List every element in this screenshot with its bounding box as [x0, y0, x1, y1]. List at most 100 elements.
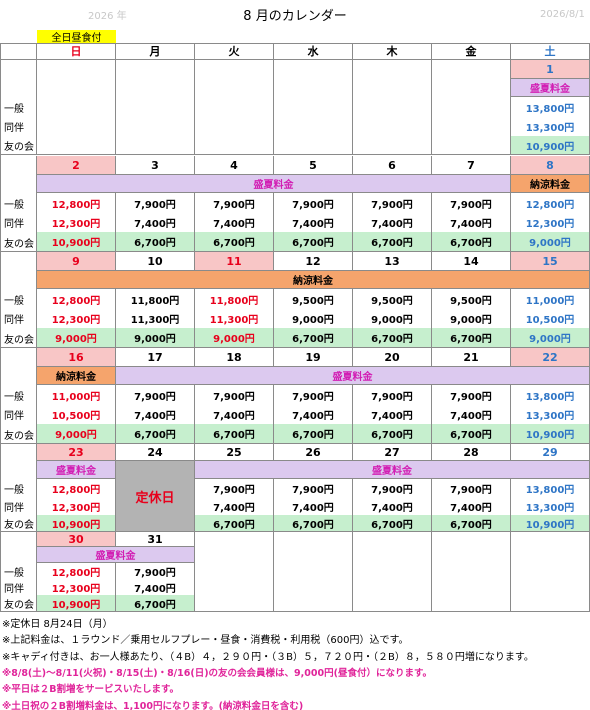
price: 9,000円 [37, 328, 115, 347]
day-column [37, 271, 116, 348]
price: 11,800円 [130, 295, 180, 307]
row-label-cell [0, 444, 37, 532]
rate-band: 盛夏料金 [511, 79, 590, 97]
price: 9,000円 [511, 232, 589, 251]
row-label: 友の会 [4, 334, 34, 346]
day-column [37, 461, 116, 532]
price: 10,900円 [511, 424, 589, 443]
row-label: 一般 [4, 391, 24, 403]
day-column [274, 175, 353, 252]
day-column [37, 367, 116, 444]
price: 6,700円 [116, 424, 194, 443]
price: 10,500円 [51, 411, 101, 422]
price: 13,300円 [525, 411, 575, 422]
price: 6,700円 [116, 595, 194, 611]
price: 11,300円 [209, 315, 259, 326]
price: 7,900円 [292, 484, 334, 496]
price: 12,800円 [51, 484, 101, 496]
price: 10,900円 [37, 595, 115, 611]
row-label: 同伴 [4, 123, 24, 134]
day-column [353, 271, 432, 348]
date-cell: 29 [511, 444, 590, 461]
row-label-cell [0, 156, 37, 252]
price: 7,400円 [213, 411, 255, 422]
price: 9,000円 [450, 315, 492, 326]
price: 7,400円 [450, 219, 492, 230]
price: 6,700円 [195, 232, 273, 251]
date-cell: 5 [274, 156, 353, 175]
price: 6,700円 [353, 424, 431, 443]
rate-band: 盛夏料金 [116, 367, 590, 385]
row-label: 友の会 [4, 238, 34, 250]
price: 7,900円 [292, 199, 334, 211]
row-label-cell [0, 252, 37, 348]
empty-cell [37, 60, 116, 155]
price: 12,800円 [525, 199, 575, 211]
date-cell: 2 [37, 156, 116, 175]
price: 7,400円 [450, 502, 492, 514]
row-label-cell [0, 348, 37, 444]
price: 6,700円 [432, 515, 510, 531]
price: 12,300円 [51, 502, 101, 514]
day-column [274, 461, 353, 532]
price: 9,000円 [292, 315, 334, 326]
price: 6,700円 [274, 232, 352, 251]
day-column [274, 271, 353, 348]
price: 9,000円 [195, 328, 273, 347]
empty-cell [274, 532, 353, 612]
price: 7,400円 [292, 411, 334, 422]
date-cell: 17 [116, 348, 195, 367]
date-cell: 16 [37, 348, 116, 367]
price: 11,000円 [51, 391, 101, 403]
date-cell: 18 [195, 348, 274, 367]
day-column [195, 461, 274, 532]
weekday-header: 木 [353, 43, 432, 60]
date-cell: 3 [116, 156, 195, 175]
price: 13,300円 [525, 123, 575, 134]
price: 7,400円 [213, 219, 255, 230]
price: 10,900円 [511, 515, 589, 531]
price: 6,700円 [274, 515, 352, 531]
price: 7,900円 [450, 484, 492, 496]
price: 6,700円 [274, 328, 352, 347]
price: 6,700円 [274, 424, 352, 443]
corner-cell [0, 43, 37, 60]
price: 10,900円 [37, 232, 115, 251]
price: 12,300円 [51, 219, 101, 230]
price: 7,900円 [213, 484, 255, 496]
date-cell: 10 [116, 252, 195, 271]
day-column [432, 367, 511, 444]
rate-band: 納涼料金 [37, 367, 116, 385]
row-label: 友の会 [4, 600, 34, 611]
row-label: 友の会 [4, 520, 34, 531]
day-column [195, 175, 274, 252]
price: 7,400円 [213, 502, 255, 514]
weekday-header: 日 [37, 43, 116, 60]
day-column [37, 547, 116, 612]
day-column [432, 461, 511, 532]
price: 7,900円 [134, 567, 176, 579]
price: 7,900円 [213, 391, 255, 403]
date-cell: 31 [116, 532, 195, 547]
weekday-header: 水 [274, 43, 353, 60]
row-label: 同伴 [4, 583, 24, 595]
row-label: 同伴 [4, 502, 24, 514]
price: 6,700円 [432, 232, 510, 251]
price: 9,500円 [450, 295, 492, 307]
price: 7,900円 [134, 391, 176, 403]
date-cell: 23 [37, 444, 116, 461]
day-column [432, 271, 511, 348]
weekday-header: 月 [116, 43, 195, 60]
row-label: 同伴 [4, 219, 24, 230]
date-cell: 27 [353, 444, 432, 461]
row-label: 一般 [4, 567, 24, 579]
price: 10,500円 [525, 315, 575, 326]
note: ※平日は２B割増をサービスいたします。 [2, 684, 180, 695]
price: 6,700円 [116, 232, 194, 251]
note: ※上記料金は、１ラウンド／乗用セルフプレー・昼食・消費税・利用税（600円）込で… [2, 635, 409, 646]
date-cell: 11 [195, 252, 274, 271]
day-column [353, 175, 432, 252]
day-column [116, 175, 195, 252]
row-label: 一般 [4, 199, 24, 211]
